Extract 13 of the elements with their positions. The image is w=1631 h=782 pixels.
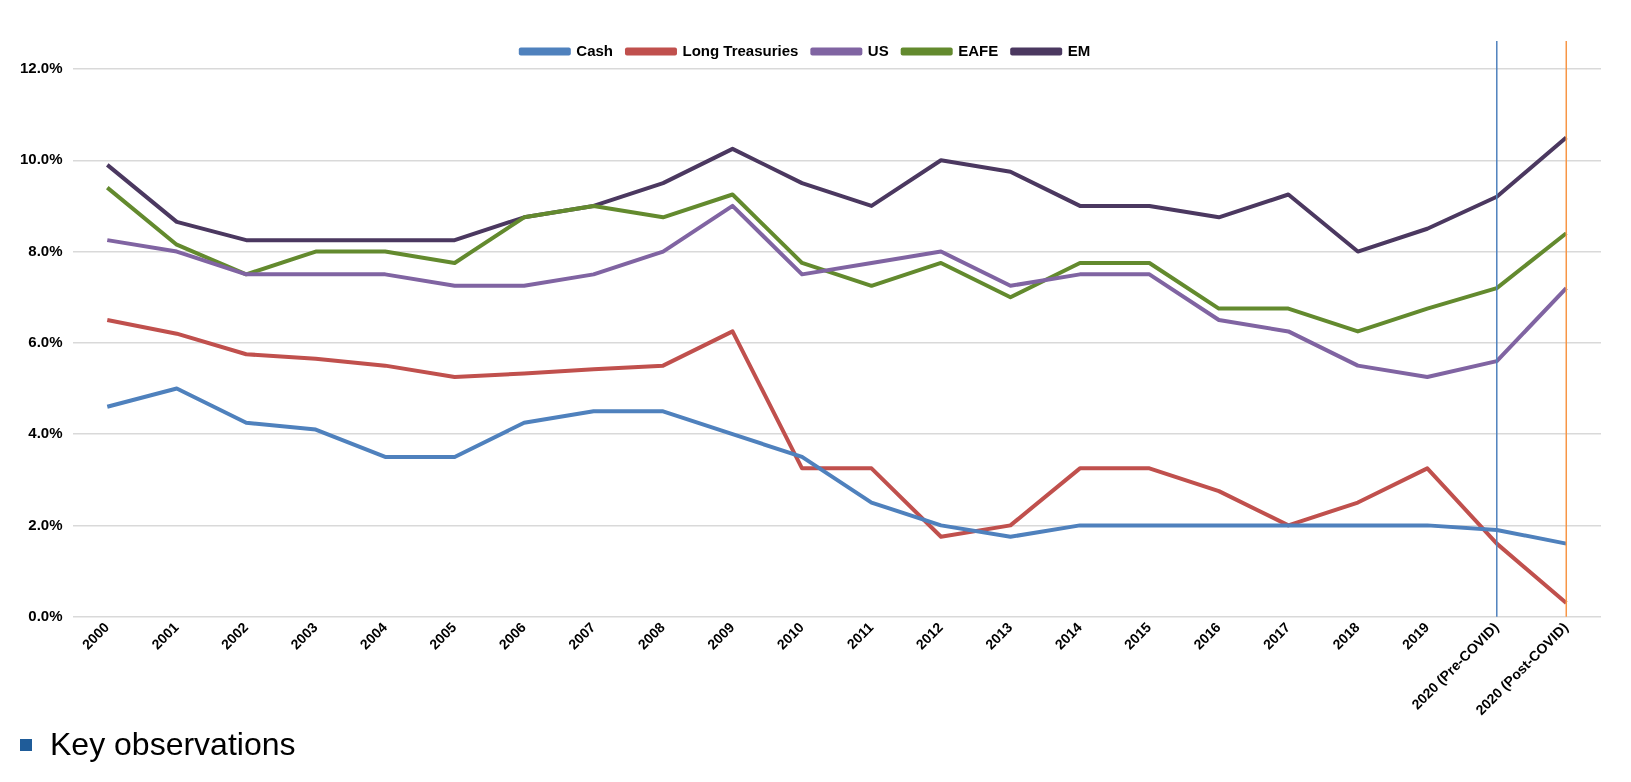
y-tick-label: 12.0%	[19, 59, 63, 77]
y-tick-label: 4.0%	[28, 424, 63, 442]
y-tick-label: 2.0%	[28, 515, 63, 533]
y-tick-label: 6.0%	[28, 332, 63, 350]
legend-label: Long Treasuries	[682, 41, 799, 59]
y-tick-label: 0.0%	[28, 606, 63, 624]
text: Key observations	[50, 726, 296, 763]
legend-label: Cash	[576, 41, 613, 59]
y-tick-label: 10.0%	[19, 150, 63, 168]
legend-label: US	[867, 41, 889, 59]
y-tick-label: 8.0%	[28, 241, 63, 259]
legend-label: EAFE	[958, 41, 999, 59]
legend-label: EM	[1067, 41, 1091, 59]
